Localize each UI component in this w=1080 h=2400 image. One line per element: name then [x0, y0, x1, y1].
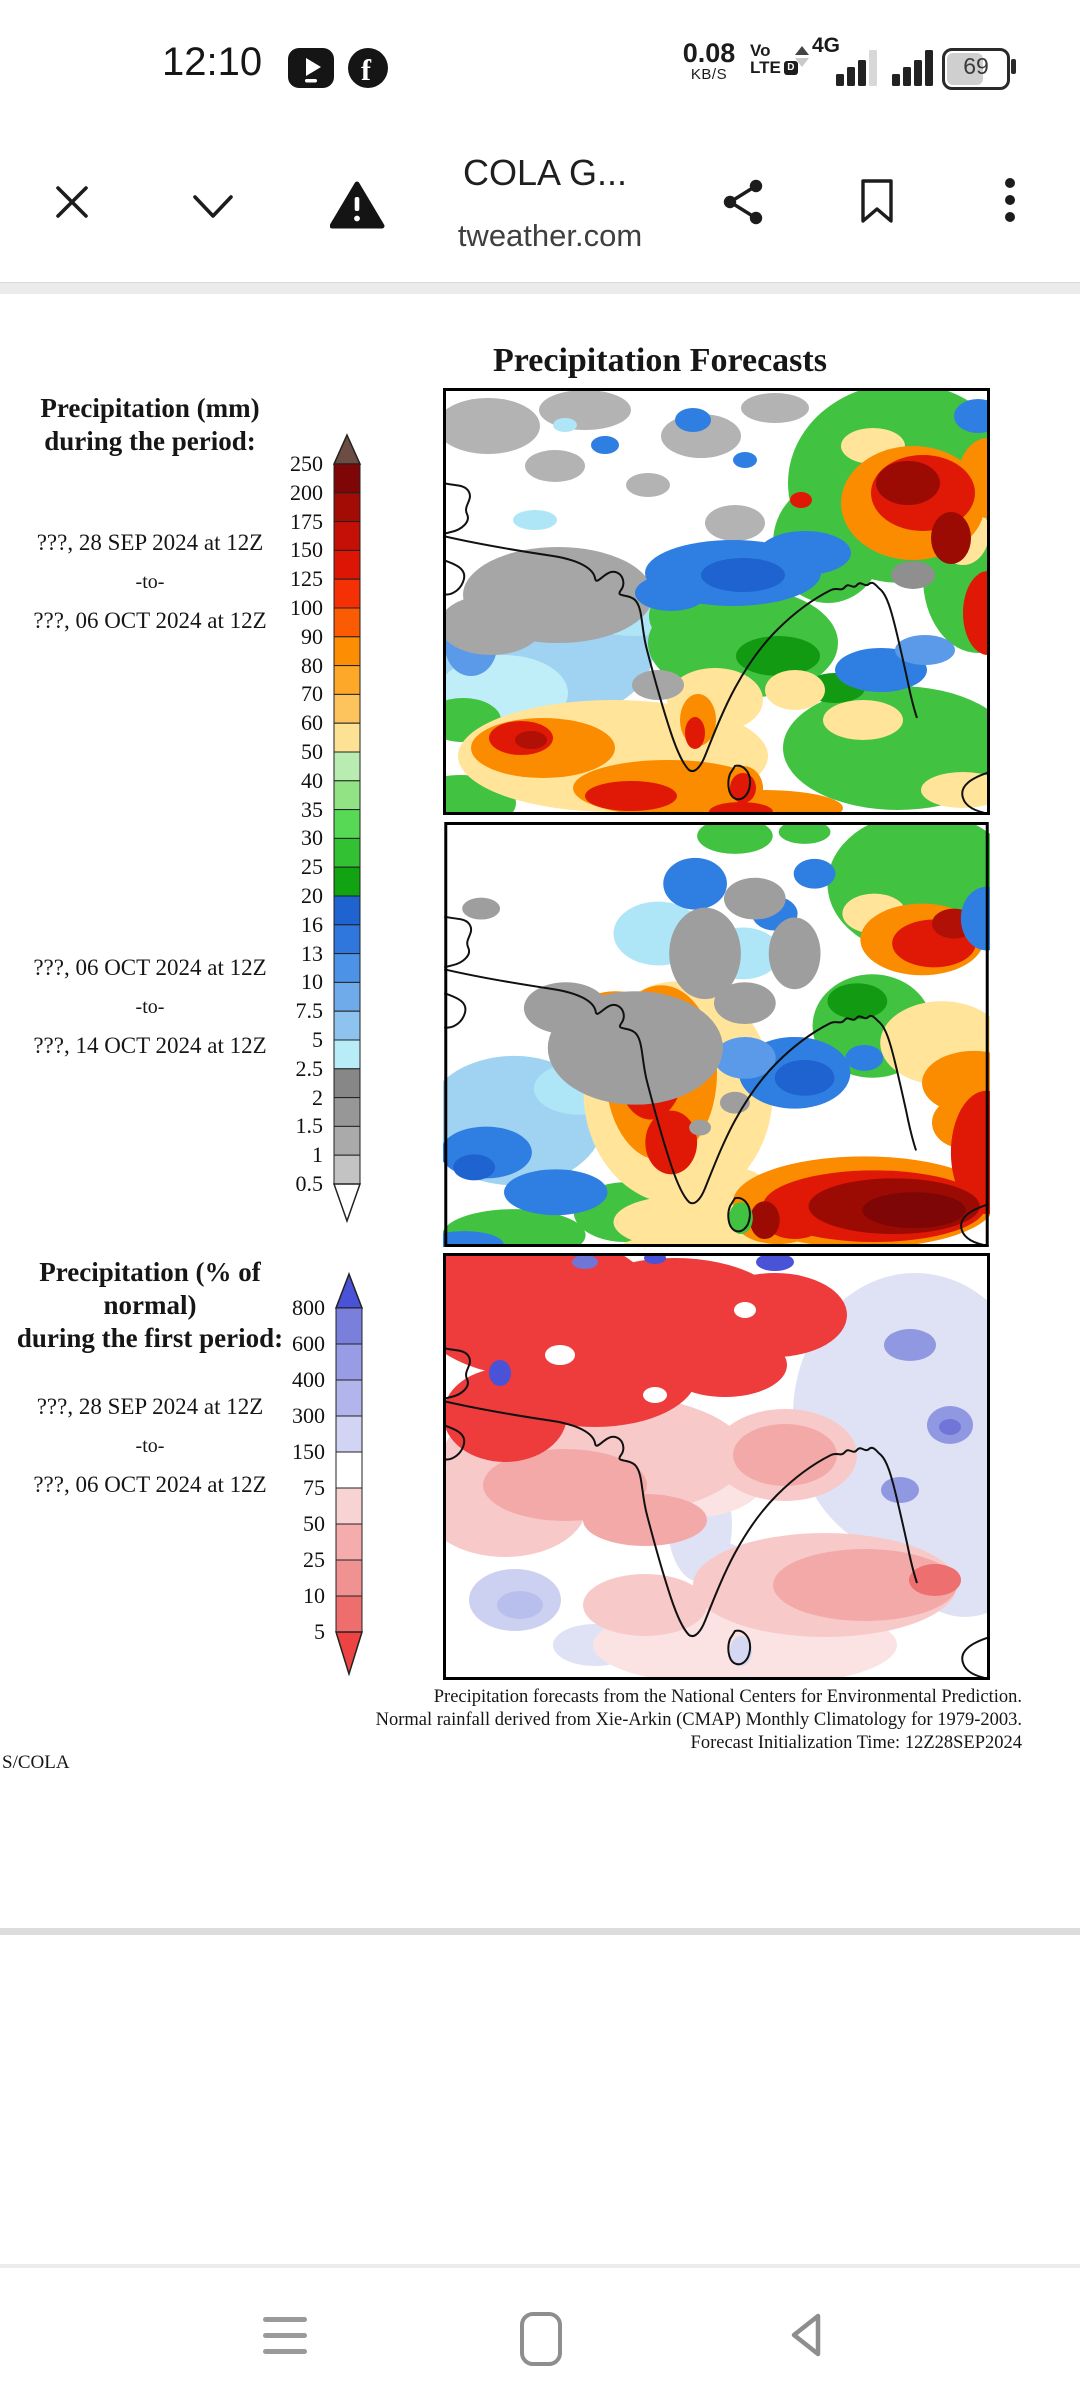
precip-map-period1 — [443, 388, 990, 815]
colorbar-label: 125 — [290, 566, 323, 592]
colorbar-label: 90 — [301, 623, 323, 649]
credit-label: S/COLA — [2, 1752, 70, 1773]
colorbar-label: 800 — [292, 1295, 325, 1320]
colorbar-label: 40 — [301, 767, 323, 793]
hd-icon: D — [783, 60, 798, 75]
section1-dates: ???, 28 SEP 2024 at 12Z -to- ???, 06 OCT… — [33, 530, 267, 633]
network-speed-unit: KB/S — [690, 66, 728, 83]
network-type-label: 4G — [812, 34, 841, 57]
precip-map-percent-normal — [443, 1253, 990, 1680]
colorbar-label: 2.5 — [295, 1055, 324, 1081]
colorbar-label: 150 — [292, 1439, 325, 1464]
colorbar-label: 25 — [303, 1547, 325, 1572]
nav-bar-divider — [0, 2264, 1080, 2268]
chart-title: Precipitation Forecasts — [493, 342, 827, 379]
colorbar-label: 1 — [312, 1142, 323, 1168]
colorbar-label: 5 — [312, 1027, 323, 1052]
network-speed: 0.08 KB/S — [676, 38, 742, 83]
colorbar-label: 400 — [292, 1367, 325, 1392]
url-fade-overlay — [415, 218, 457, 258]
colorbar-pct-labels: 800 600 400 300 150 75 50 25 10 5 — [205, 1272, 325, 1682]
colorbar-label: 80 — [301, 652, 323, 678]
signal-bars-sim1-icon — [836, 50, 877, 86]
colorbar-label: 30 — [301, 825, 323, 851]
toolbar-divider — [0, 282, 1080, 294]
overflow-menu-icon[interactable] — [1004, 176, 1016, 226]
section3-heading: Precipitation (% of normal) during the f… — [16, 1257, 284, 1353]
colorbar-label: 0.5 — [295, 1171, 324, 1196]
colorbar-label: 1.5 — [295, 1113, 324, 1139]
colorbar-label: 50 — [303, 1511, 325, 1536]
colorbar-label: 150 — [290, 537, 323, 563]
recents-button[interactable] — [263, 2317, 307, 2354]
url-text: tweather.com — [457, 218, 643, 253]
colorbar-label: 16 — [301, 911, 323, 937]
home-button[interactable] — [520, 2312, 562, 2366]
bookmark-icon[interactable] — [854, 176, 900, 226]
colorbar-label: 2 — [312, 1084, 323, 1110]
chevron-down-icon[interactable] — [190, 192, 236, 222]
svg-text:f: f — [361, 54, 372, 87]
colorbar-pct — [335, 1272, 364, 1677]
colorbar-label: 60 — [301, 710, 323, 736]
colorbar-label: 50 — [301, 739, 323, 764]
back-button[interactable] — [788, 2312, 828, 2358]
colorbar-label: 100 — [290, 595, 323, 620]
colorbar-label: 75 — [303, 1475, 325, 1500]
colorbar-label: 7.5 — [295, 998, 324, 1024]
colorbar-label: 600 — [292, 1331, 325, 1356]
colorbar-label: 300 — [292, 1403, 325, 1428]
colorbar-label: 175 — [290, 508, 323, 534]
colorbar-label: 35 — [301, 796, 323, 822]
colorbar-label: 200 — [290, 479, 323, 505]
colorbar-label: 250 — [290, 451, 323, 476]
content-end-divider — [0, 1928, 1080, 1935]
section1-heading: Precipitation (mm) during the period: — [40, 393, 260, 456]
youtube-icon — [288, 48, 334, 88]
colorbar-label: 5 — [314, 1619, 325, 1644]
network-speed-value: 0.08 — [682, 38, 736, 68]
page-title-toolbar: COLA G... — [462, 152, 628, 193]
close-icon[interactable] — [52, 182, 92, 222]
signal-bars-sim2-icon — [892, 50, 933, 86]
battery-icon: 69 — [942, 48, 1016, 90]
map-caption: Precipitation forecasts from the Nationa… — [375, 1687, 1022, 1753]
colorbar-label: 10 — [303, 1583, 325, 1608]
colorbar-mm — [333, 433, 362, 1224]
colorbar-label: 10 — [301, 969, 323, 995]
facebook-icon: f — [348, 48, 388, 88]
colorbar-label: 20 — [301, 883, 323, 908]
volte-indicator: Vo LTE D — [750, 42, 798, 76]
colorbar-label: 13 — [301, 940, 323, 966]
colorbar-label: 70 — [301, 681, 323, 707]
warning-icon[interactable] — [330, 180, 386, 230]
battery-percent: 69 — [963, 53, 989, 79]
colorbar-mm-labels: 250 200 175 150 125 100 90 80 70 60 50 40 35 30 25 20 16… — [203, 433, 323, 1223]
section3-dates: ???, 28 SEP 2024 at 12Z -to- ???, 06 OCT… — [33, 1394, 267, 1497]
precip-map-period2 — [443, 822, 990, 1247]
status-time: 12:10 — [162, 40, 263, 84]
share-icon[interactable] — [720, 178, 768, 226]
colorbar-label: 25 — [301, 854, 323, 880]
section2-dates: ???, 06 OCT 2024 at 12Z -to- ???, 14 OCT… — [33, 955, 267, 1058]
data-activity-icon — [795, 46, 809, 67]
